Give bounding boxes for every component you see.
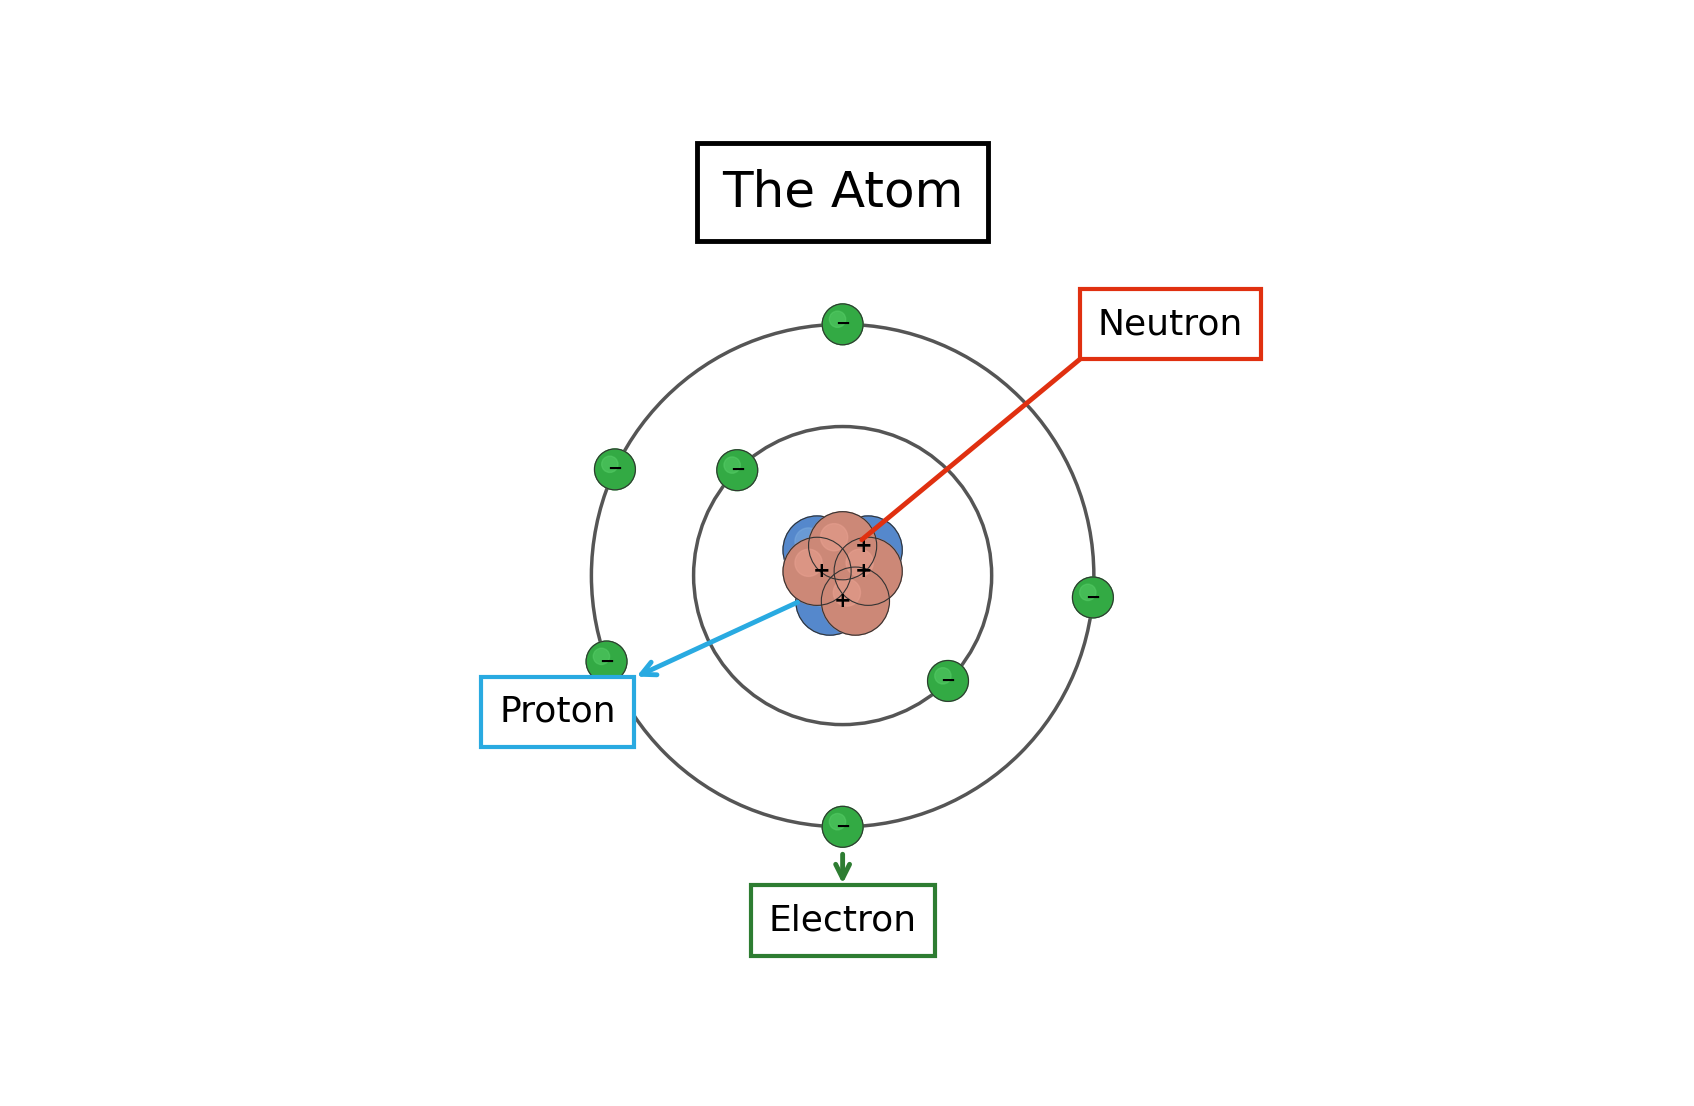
Circle shape [1072, 577, 1113, 618]
Circle shape [593, 648, 610, 665]
Circle shape [833, 538, 903, 605]
Circle shape [717, 450, 757, 491]
Circle shape [808, 578, 835, 606]
Circle shape [783, 515, 850, 584]
Circle shape [808, 512, 877, 580]
Circle shape [586, 641, 627, 682]
Text: +: + [833, 591, 852, 612]
Text: −: − [835, 315, 850, 333]
Text: −: − [835, 817, 850, 836]
Text: Electron: Electron [769, 904, 916, 938]
Circle shape [783, 538, 850, 605]
Circle shape [723, 457, 740, 473]
Circle shape [935, 668, 950, 684]
Circle shape [794, 528, 822, 555]
Circle shape [794, 550, 822, 576]
Text: +: + [813, 562, 830, 582]
Circle shape [845, 550, 874, 576]
Text: The Atom: The Atom [722, 168, 964, 217]
Text: −: − [940, 672, 955, 690]
Circle shape [808, 542, 877, 609]
Text: +: + [855, 535, 872, 555]
Text: Neutron: Neutron [1098, 307, 1243, 342]
Circle shape [833, 578, 861, 606]
Circle shape [820, 553, 847, 581]
Text: Proton: Proton [500, 695, 615, 729]
Text: −: − [730, 461, 745, 479]
Circle shape [833, 515, 903, 584]
Circle shape [822, 567, 889, 635]
Text: −: − [608, 460, 622, 479]
Circle shape [822, 304, 862, 345]
Circle shape [595, 449, 635, 490]
Text: −: − [600, 653, 615, 670]
Circle shape [928, 660, 969, 701]
Circle shape [1079, 584, 1096, 601]
Circle shape [822, 806, 862, 847]
Text: +: + [855, 562, 872, 582]
Circle shape [796, 567, 864, 635]
Text: −: − [1086, 588, 1101, 606]
Circle shape [830, 311, 845, 327]
Circle shape [845, 528, 874, 555]
Circle shape [820, 523, 847, 551]
Circle shape [601, 456, 618, 472]
Circle shape [830, 814, 845, 830]
